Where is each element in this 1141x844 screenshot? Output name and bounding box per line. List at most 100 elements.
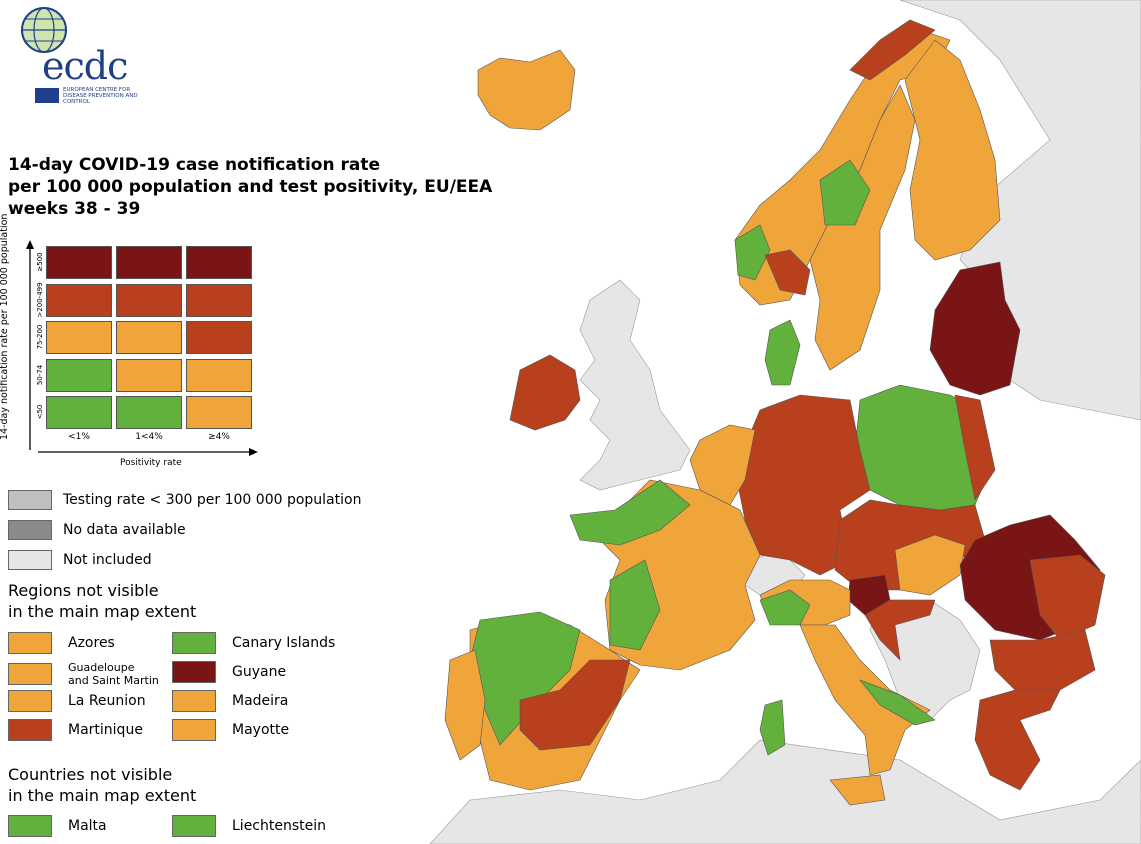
legend-label: Testing rate < 300 per 100 000 populatio… [63, 492, 362, 508]
matrix-cell [46, 358, 112, 392]
legend-label: Liechtenstein [232, 818, 327, 834]
matrix-cell [186, 283, 252, 317]
region-item: Canary Islands [172, 632, 335, 654]
map-italy-green [759, 589, 811, 626]
matrix-row-label: 50-74 [36, 364, 44, 385]
matrix-axes [26, 240, 258, 456]
map-greece [974, 689, 1061, 791]
matrix-cell [186, 358, 252, 392]
legend-label: Guyane [232, 664, 287, 680]
legend-swatch [8, 632, 52, 654]
logo-subtitle: EUROPEAN CENTRE FOR DISEASE PREVENTION A… [63, 87, 138, 105]
legend-swatch [172, 815, 216, 837]
eu-flag-icon [35, 88, 59, 103]
region-item: Mayotte [172, 719, 289, 741]
map-sardinia [759, 699, 786, 756]
map-land-not-included [429, 0, 1141, 844]
matrix-col-label: 1<4% [135, 432, 163, 442]
legend-item: Testing rate < 300 per 100 000 populatio… [8, 490, 361, 510]
matrix-cell [116, 396, 182, 429]
matrix-col-label: ≥4% [208, 432, 230, 442]
map-poland-east [954, 394, 996, 501]
regions-heading-line-2: in the main map extent [8, 602, 197, 621]
region-item: Azores [8, 632, 115, 654]
region-item: La Reunion [8, 690, 146, 712]
legend-label: Canary Islands [232, 635, 336, 651]
map-ireland [509, 354, 581, 431]
region-item: Guyane [172, 661, 286, 683]
region-item: Martinique [8, 719, 143, 741]
map-norway-south [764, 249, 811, 296]
legend-label: No data available [63, 522, 186, 538]
matrix-cell [186, 321, 252, 354]
map-norway-north [849, 19, 936, 81]
legend-swatch [8, 690, 52, 712]
map-finland [904, 39, 1001, 261]
title-line-1: 14-day COVID-19 case notification rate [8, 155, 381, 175]
map-hungary [894, 534, 966, 596]
legend-label: Mayotte [232, 722, 290, 738]
map-denmark [764, 319, 801, 386]
legend-swatch [172, 719, 216, 741]
matrix-cell [116, 283, 182, 317]
ecdc-logo: ecdc EUROPEAN CENTRE FOR DISEASE PREVENT… [8, 2, 138, 106]
country-item: Liechtenstein [172, 815, 326, 837]
map-croatia-coast [864, 599, 936, 661]
map-title: 14-day COVID-19 case notification rate p… [8, 154, 492, 220]
matrix-row-label: >200-499 [36, 281, 44, 318]
legend-swatch [8, 490, 52, 510]
map-italy [799, 624, 931, 776]
matrix-cell [46, 396, 112, 429]
matrix-cell [186, 246, 252, 279]
legend-swatch [8, 663, 52, 685]
matrix-cell [46, 283, 112, 317]
legend-item: Not included [8, 550, 152, 570]
map-france-green [569, 479, 691, 546]
matrix-cell [186, 396, 252, 429]
map-baltics [929, 261, 1021, 396]
region-item: Guadeloupe and Saint Martin [8, 661, 159, 687]
legend-label: Martinique [68, 722, 143, 738]
map-romania-south [1029, 554, 1106, 641]
map-iceland [477, 49, 576, 131]
title-line-3: weeks 38 - 39 [8, 199, 141, 219]
matrix-cell [116, 246, 182, 279]
map-sweden [809, 84, 916, 371]
title-line-2: per 100 000 population and test positivi… [8, 177, 493, 197]
countries-heading-line-2: in the main map extent [8, 786, 197, 805]
map-sweden-green [819, 159, 871, 226]
legend-label: La Reunion [68, 693, 146, 709]
legend-swatch [8, 520, 52, 540]
matrix-row-label: <50 [36, 404, 44, 420]
map-france-sw [609, 559, 661, 651]
legend-label: Guadeloupe and Saint Martin [68, 661, 159, 687]
map-balkans [869, 599, 981, 721]
map-italy-south-green [859, 679, 936, 726]
matrix-cell [116, 358, 182, 392]
legend-label: Azores [68, 635, 115, 651]
map-sicily [829, 774, 886, 806]
matrix-cell [116, 321, 182, 354]
legend-swatch [172, 690, 216, 712]
regions-heading-line-1: Regions not visible [8, 581, 159, 600]
map-benelux [689, 424, 756, 506]
legend-label: Malta [68, 818, 107, 834]
countries-heading-line-1: Countries not visible [8, 765, 173, 784]
matrix-row-label: 75-200 [36, 324, 44, 350]
legend-swatch [172, 661, 216, 683]
map-spain-red [519, 659, 631, 751]
legend-swatch [8, 719, 52, 741]
matrix-col-label: <1% [68, 432, 90, 442]
legend-swatch [172, 632, 216, 654]
logo-wordmark: ecdc [42, 44, 128, 88]
map-norway-green [734, 224, 771, 281]
matrix-cell [46, 321, 112, 354]
region-item: Madeira [172, 690, 288, 712]
countries-heading: Countries not visible in the main map ex… [8, 764, 196, 806]
matrix-row-label: ≥500 [36, 252, 44, 272]
matrix-x-axis-label: Positivity rate [120, 458, 182, 468]
country-item: Malta [8, 815, 107, 837]
legend-item: No data available [8, 520, 186, 540]
regions-heading: Regions not visible in the main map exte… [8, 580, 196, 622]
